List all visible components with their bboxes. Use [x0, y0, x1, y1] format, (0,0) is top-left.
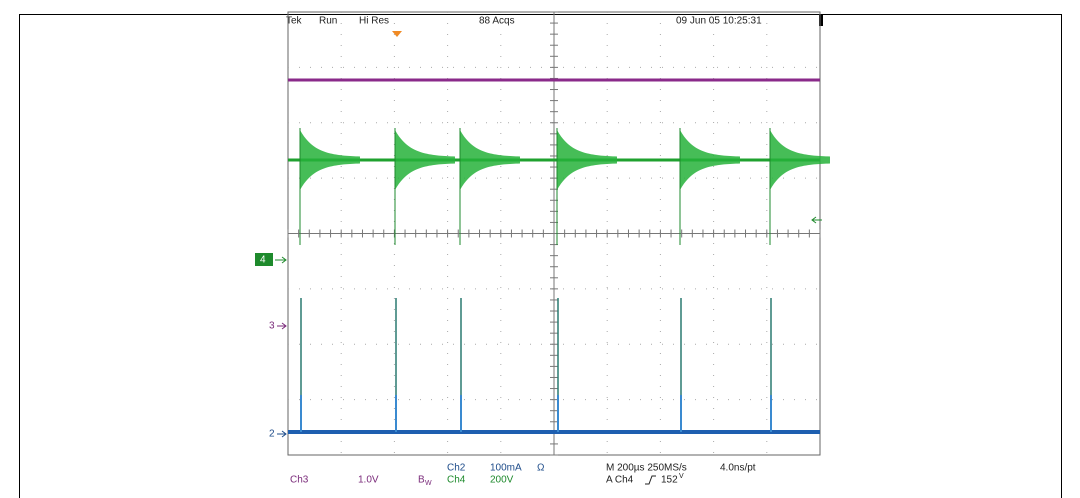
ch4-arrow — [275, 256, 287, 264]
resolution: 4.0ns/pt — [720, 463, 756, 474]
trigger-unit: V — [679, 473, 684, 480]
ch2-scale: 100mA — [490, 463, 522, 474]
ch4-level-arrow — [811, 216, 822, 224]
trigger-slope — [645, 475, 656, 485]
ch4-ringing — [680, 130, 740, 190]
ch4-ringing — [460, 130, 520, 190]
ch2-unit: Ω — [537, 463, 545, 474]
ch4-ringing — [300, 130, 360, 190]
run-state: Run — [319, 16, 337, 27]
ch2-marker: 2 — [269, 429, 275, 440]
ch2-arrow — [277, 430, 287, 438]
ch4-ringing — [770, 130, 830, 190]
trigger-source: A Ch4 — [606, 475, 634, 486]
ch3-arrow — [277, 322, 287, 330]
ch2-label: Ch2 — [447, 463, 466, 474]
brand: Tek — [286, 16, 303, 27]
timestamp: 09 Jun 05 10:25:31 — [676, 16, 762, 27]
ch4-ringing — [395, 130, 455, 190]
graticule — [287, 11, 821, 456]
timebase: M 200µs 250MS/s — [606, 463, 687, 474]
ch3-label: Ch3 — [290, 475, 309, 486]
ch3-marker: 3 — [269, 321, 275, 332]
bw-limit-sub: W — [425, 480, 432, 487]
trigger-level: 152 — [661, 475, 678, 486]
ch4-marker: 4 — [260, 255, 266, 266]
acq-mode: Hi Res — [359, 16, 389, 27]
ch3-scale: 1.0V — [358, 475, 379, 486]
bw-limit: B — [418, 475, 425, 486]
ch4-label: Ch4 — [447, 475, 466, 486]
ch4-ringing — [557, 130, 617, 190]
trigger-position — [392, 31, 402, 37]
traces — [288, 78, 830, 434]
status-indicator — [819, 14, 823, 26]
ch4-scale: 200V — [490, 475, 514, 486]
acq-count: 88 Acqs — [479, 16, 515, 27]
figure-frame — [19, 14, 1062, 498]
ch4-marker-box — [255, 253, 273, 266]
